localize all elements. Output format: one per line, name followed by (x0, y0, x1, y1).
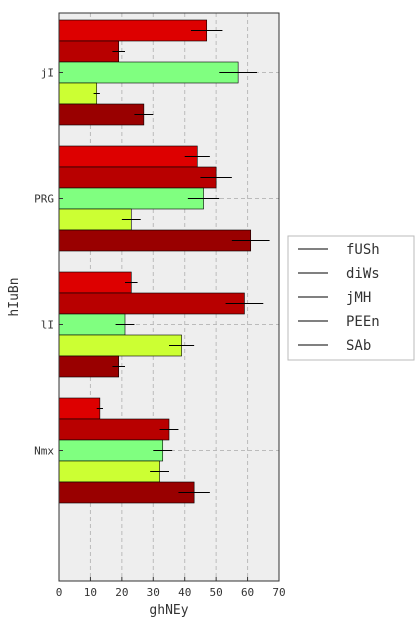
legend-label: PEEn (346, 314, 380, 330)
bar (58, 292, 245, 315)
y-tick-label: lI (41, 319, 54, 332)
bar (58, 208, 132, 231)
legend-label: diWs (346, 266, 380, 282)
bar (58, 271, 132, 294)
bar (58, 61, 239, 84)
bar (58, 103, 145, 126)
y-tick-label: Nmx (34, 445, 54, 458)
x-tick-label: 10 (84, 586, 97, 599)
bar (58, 313, 126, 336)
x-tick-label: 0 (56, 586, 63, 599)
bar (58, 439, 164, 462)
axis-ticks: 0 10 20 30 40 50 60 70 jI PRG lI Nmx (34, 67, 286, 600)
bar (58, 19, 208, 42)
legend-label: jMH (346, 290, 371, 306)
legend-box (287, 235, 415, 361)
bars (58, 19, 270, 504)
bar (58, 166, 217, 189)
y-tick-label: PRG (34, 193, 54, 206)
legend-label: SAb (346, 338, 371, 354)
x-tick-label: 20 (115, 586, 128, 599)
x-tick-label: 50 (210, 586, 223, 599)
bar (58, 418, 170, 441)
bar (58, 355, 120, 378)
legend: fUSh diWs jMH PEEn SAb (287, 235, 415, 361)
bar (58, 40, 120, 63)
plot-frame (58, 12, 280, 582)
x-axis-title: ghNEy (149, 603, 188, 618)
bar (58, 145, 198, 168)
bar (58, 229, 252, 252)
bar (58, 334, 182, 357)
bar (58, 397, 101, 420)
bar (58, 82, 98, 105)
bar (58, 481, 195, 504)
y-tick-label: jI (41, 67, 54, 80)
x-tick-label: 70 (272, 586, 285, 599)
bar (58, 460, 160, 483)
bar (58, 187, 204, 210)
x-tick-label: 30 (147, 586, 160, 599)
legend-label: fUSh (346, 242, 380, 258)
y-axis-title: hIuBn (7, 277, 22, 316)
x-tick-label: 40 (178, 586, 191, 599)
x-tick-label: 60 (241, 586, 254, 599)
